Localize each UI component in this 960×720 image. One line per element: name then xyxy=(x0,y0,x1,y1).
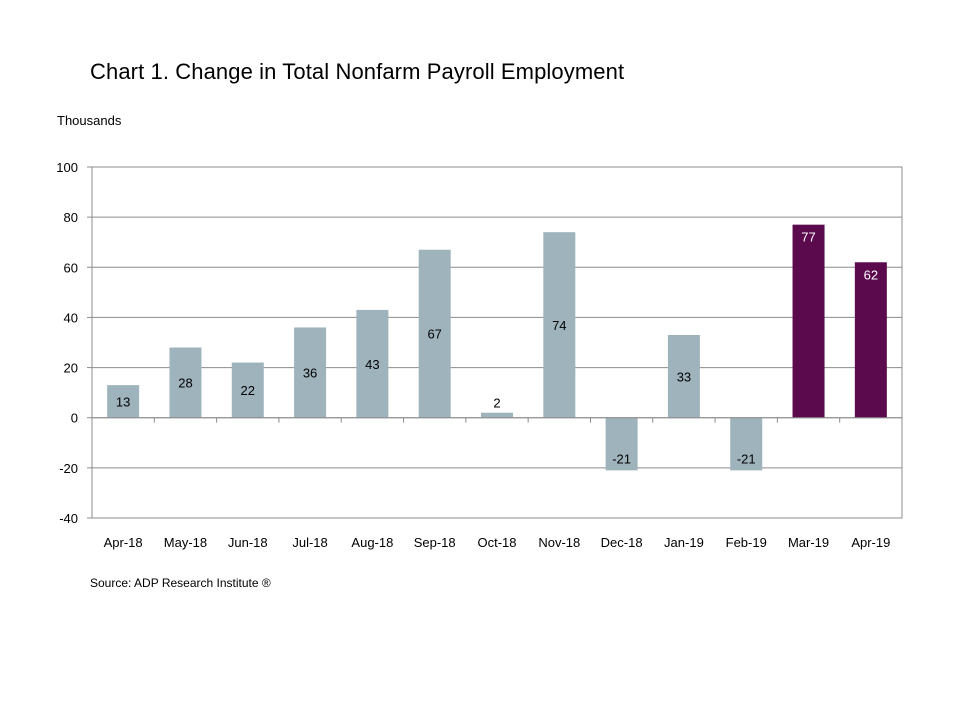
y-tick-label: 80 xyxy=(64,210,78,225)
axes: -40 -20 0 20 40 60 80 100 Apr-18 May-18 Jun-18 Jul-… xyxy=(56,160,903,550)
y-tick-label: 100 xyxy=(56,160,78,175)
y-tick-label: 60 xyxy=(64,260,78,275)
x-tick-label: Sep-18 xyxy=(414,535,456,550)
y-tick-label: -40 xyxy=(59,511,78,526)
bar-jun-18 xyxy=(231,362,264,418)
bar-apr-18 xyxy=(107,385,140,418)
x-tick-label: Apr-19 xyxy=(851,535,890,550)
x-tick-label: Apr-18 xyxy=(104,535,143,550)
bars xyxy=(107,224,887,471)
x-tick-label: Jun-18 xyxy=(228,535,268,550)
y-axis-label: Thousands xyxy=(57,113,122,128)
data-label-nov-18: 74 xyxy=(552,318,566,333)
data-label-jun-18: 22 xyxy=(241,383,255,398)
data-label-sep-18: 67 xyxy=(427,327,441,342)
x-tick-label: Dec-18 xyxy=(601,535,643,550)
bar-oct-18 xyxy=(481,412,513,418)
chart-title: Chart 1. Change in Total Nonfarm Payroll… xyxy=(90,59,625,84)
x-tick-label: Feb-19 xyxy=(726,535,767,550)
bar-jan-19 xyxy=(667,334,700,418)
x-tick-label: Oct-18 xyxy=(477,535,516,550)
data-label-apr-18: 13 xyxy=(116,394,130,409)
data-label-oct-18: 2 xyxy=(493,396,500,411)
y-tick-label: 0 xyxy=(71,411,78,426)
data-labels: 13 28 22 36 43 67 2 74 -21 33 -21 77 62 xyxy=(116,230,878,467)
bar-aug-18 xyxy=(356,309,389,418)
data-label-mar-19: 77 xyxy=(801,230,815,245)
bar-apr-19 xyxy=(854,262,887,418)
bar-feb-19 xyxy=(730,417,763,471)
data-label-aug-18: 43 xyxy=(365,357,379,372)
x-tick-label: Mar-19 xyxy=(788,535,829,550)
y-tick-label: 20 xyxy=(64,361,78,376)
data-label-apr-19: 62 xyxy=(864,267,878,282)
x-tick-label: Nov-18 xyxy=(538,535,580,550)
data-label-jan-19: 33 xyxy=(677,369,691,384)
y-tick-label: 40 xyxy=(64,310,78,325)
x-tick-label: May-18 xyxy=(164,535,207,550)
bar-mar-19 xyxy=(792,224,825,418)
data-label-may-18: 28 xyxy=(178,376,192,391)
gridlines xyxy=(91,166,903,519)
bar-jul-18 xyxy=(294,327,327,418)
bar-dec-18 xyxy=(605,417,638,471)
plot-frame xyxy=(91,166,903,519)
x-tick-label: Aug-18 xyxy=(351,535,393,550)
data-label-dec-18: -21 xyxy=(612,452,631,467)
bar-may-18 xyxy=(169,347,202,418)
bar-nov-18 xyxy=(543,232,576,418)
bar-sep-18 xyxy=(418,249,451,418)
source-note: Source: ADP Research Institute ® xyxy=(90,576,271,590)
x-tick-label: Jul-18 xyxy=(292,535,327,550)
x-tick-label: Jan-19 xyxy=(664,535,704,550)
data-label-jul-18: 36 xyxy=(303,366,317,381)
y-tick-label: -20 xyxy=(59,461,78,476)
data-label-feb-19: -21 xyxy=(737,452,756,467)
